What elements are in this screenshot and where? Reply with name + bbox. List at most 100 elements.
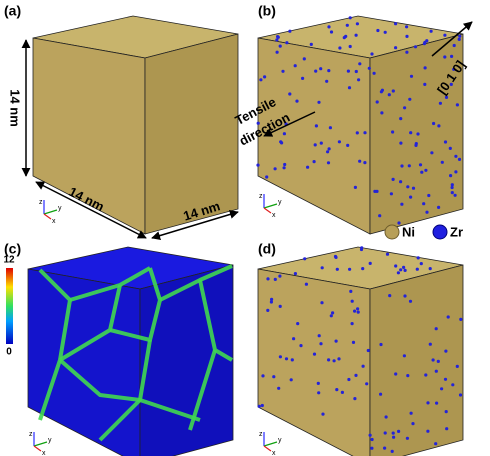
zr-atom: [378, 214, 381, 217]
zr-atom: [319, 67, 322, 70]
axis-x: [264, 446, 271, 451]
axis-label: z: [39, 199, 43, 206]
zr-atom: [380, 90, 383, 93]
zr-atom: [279, 140, 282, 143]
zr-atom: [414, 45, 417, 48]
zr-atom: [295, 100, 298, 103]
zr-atom: [301, 77, 304, 80]
zr-atom: [449, 147, 452, 150]
zr-atom: [384, 431, 387, 434]
zr-atom: [435, 327, 438, 330]
zr-atom: [354, 374, 357, 377]
zr-atom: [429, 343, 432, 346]
zr-atom: [410, 75, 413, 78]
panel-label: (d): [258, 241, 276, 257]
zr-atom: [409, 131, 412, 134]
zr-atom: [362, 365, 365, 368]
zr-atom: [417, 256, 420, 259]
zr-atom: [383, 447, 386, 450]
zr-atom: [346, 24, 349, 27]
zr-atom: [386, 253, 389, 256]
zr-atom: [394, 264, 397, 267]
zr-atom: [329, 126, 332, 129]
zr-atom: [326, 150, 329, 153]
zr-atom: [349, 290, 352, 293]
zr-atom: [394, 22, 397, 25]
zr-atom: [347, 378, 350, 381]
zr-atom: [288, 92, 291, 95]
zr-atom: [451, 186, 454, 189]
zr-atom: [402, 266, 405, 269]
zr-atom: [419, 163, 422, 166]
zr-atom: [394, 46, 397, 49]
zr-atom: [261, 404, 264, 407]
zr-atom: [370, 447, 373, 450]
zr-atom: [261, 374, 264, 377]
zr-atom: [432, 122, 435, 125]
axis-x: [34, 446, 41, 451]
zr-atom: [327, 25, 330, 28]
zr-atom: [453, 44, 456, 47]
zr-atom: [444, 378, 447, 381]
cube-right: [140, 265, 233, 456]
zr-atom: [443, 34, 446, 37]
zr-atom: [404, 269, 407, 272]
zr-atom: [451, 383, 454, 386]
zr-atom: [361, 267, 364, 270]
zr-atom: [354, 186, 357, 189]
zr-atom: [355, 70, 358, 73]
zr-atom: [397, 430, 400, 433]
zr-atom: [397, 221, 400, 224]
zr-atom: [305, 283, 308, 286]
axis-y: [264, 442, 277, 446]
zr-atom: [429, 267, 432, 270]
zr-atom: [258, 405, 261, 408]
zr-atom: [285, 41, 288, 44]
zr-atom: [285, 357, 288, 360]
zr-atom: [437, 360, 440, 363]
zr-atom: [445, 427, 448, 430]
zr-atom: [279, 305, 282, 308]
zr-atom: [256, 164, 259, 167]
zr-atom: [353, 397, 356, 400]
zr-atom: [276, 35, 279, 38]
zr-atom: [318, 334, 321, 337]
zr-atom: [315, 124, 318, 127]
zr-atom: [391, 450, 394, 453]
zr-atom: [278, 275, 281, 278]
zr-atom: [426, 401, 429, 404]
zr-atom: [403, 106, 406, 109]
zr-atom: [303, 257, 306, 260]
zr-atom: [373, 72, 376, 75]
zr-atom: [409, 196, 412, 199]
zr-atom: [344, 35, 347, 38]
zr-atom: [459, 393, 462, 396]
zr-atom: [325, 80, 328, 83]
zr-atom: [331, 311, 334, 314]
axis-y: [44, 210, 57, 214]
zr-atom: [281, 70, 284, 73]
zr-atom: [313, 353, 316, 356]
zr-atom: [399, 268, 402, 271]
zr-atom: [288, 30, 291, 33]
zr-atom: [420, 171, 423, 174]
zr-atom: [391, 130, 394, 133]
legend-marker: [433, 225, 447, 239]
zr-atom: [434, 442, 437, 445]
zr-atom: [406, 374, 409, 377]
zr-atom: [376, 100, 379, 103]
axis-label: x: [42, 450, 46, 456]
zr-atom: [458, 38, 461, 41]
zr-atom: [355, 34, 358, 37]
zr-atom: [399, 180, 402, 183]
zr-atom: [363, 161, 366, 164]
zr-atom: [388, 93, 391, 96]
zr-atom: [274, 278, 277, 281]
zr-atom: [352, 341, 355, 344]
zr-atom: [408, 164, 411, 167]
zr-atom: [328, 147, 331, 150]
zr-atom: [259, 78, 262, 81]
zr-atom: [445, 410, 448, 413]
cube-right: [370, 265, 463, 456]
zr-atom: [406, 185, 409, 188]
